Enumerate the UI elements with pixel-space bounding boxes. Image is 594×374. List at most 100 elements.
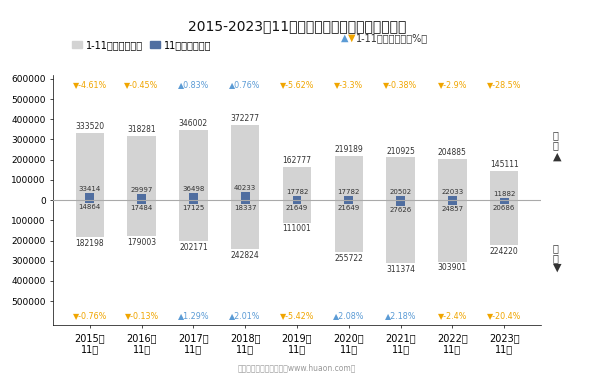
Text: ▼-3.3%: ▼-3.3% [334, 80, 364, 89]
Text: ▲2.01%: ▲2.01% [229, 311, 261, 320]
Text: ▼-28.5%: ▼-28.5% [487, 80, 522, 89]
Text: ▲0.76%: ▲0.76% [229, 80, 261, 89]
Bar [438, 159, 467, 200]
Bar [293, 200, 301, 205]
Text: ▲0.83%: ▲0.83% [178, 80, 209, 89]
Text: 29997: 29997 [131, 187, 153, 193]
Text: ▼-5.62%: ▼-5.62% [280, 80, 314, 89]
Text: ▼: ▼ [348, 33, 356, 43]
Text: 36498: 36498 [182, 186, 204, 192]
Bar [293, 196, 301, 200]
Bar [334, 200, 363, 252]
Bar [334, 156, 363, 200]
Bar [345, 196, 353, 200]
Legend: 1-11月（万美元）, 11月（万美元）: 1-11月（万美元）, 11月（万美元） [68, 36, 216, 53]
Bar [137, 194, 146, 200]
Text: 202171: 202171 [179, 243, 208, 252]
Bar [137, 200, 146, 203]
Bar [283, 167, 311, 200]
Text: ▼-20.4%: ▼-20.4% [487, 311, 522, 320]
Text: 14864: 14864 [79, 204, 101, 210]
Text: ▼-5.42%: ▼-5.42% [280, 311, 314, 320]
Text: 20502: 20502 [390, 189, 412, 195]
Bar [127, 136, 156, 200]
Text: ▼-0.76%: ▼-0.76% [72, 311, 107, 320]
Text: ▼-0.13%: ▼-0.13% [125, 311, 159, 320]
Text: 162777: 162777 [283, 156, 311, 165]
Bar [500, 198, 508, 200]
Text: 182198: 182198 [75, 239, 104, 248]
Text: 口: 口 [552, 253, 558, 263]
Bar [241, 192, 249, 200]
Text: 303901: 303901 [438, 263, 467, 272]
Text: 40233: 40233 [234, 185, 257, 191]
Bar [75, 133, 104, 200]
Text: ▼-0.38%: ▼-0.38% [384, 80, 418, 89]
Bar [448, 196, 457, 200]
Title: 2015-2023年11月漕河泾综合保税区进、出口额: 2015-2023年11月漕河泾综合保税区进、出口额 [188, 19, 406, 33]
Text: 24857: 24857 [441, 206, 463, 212]
Bar [86, 200, 94, 203]
Text: 333520: 333520 [75, 122, 105, 131]
Text: 口: 口 [552, 140, 558, 150]
Text: ▲2.18%: ▲2.18% [385, 311, 416, 320]
Text: 出: 出 [552, 130, 558, 140]
Text: 111001: 111001 [283, 224, 311, 233]
Text: ▲1.29%: ▲1.29% [178, 311, 209, 320]
Text: 372277: 372277 [230, 114, 260, 123]
Text: ▲: ▲ [552, 151, 561, 161]
Text: 11882: 11882 [493, 191, 516, 197]
Text: 255722: 255722 [334, 254, 363, 263]
Text: 318281: 318281 [127, 125, 156, 134]
Text: 17484: 17484 [131, 205, 153, 211]
Bar [490, 171, 519, 200]
Bar [241, 200, 249, 204]
Text: ▼-4.61%: ▼-4.61% [72, 80, 107, 89]
Text: 进: 进 [552, 243, 558, 253]
Bar [490, 200, 519, 245]
Text: 33414: 33414 [79, 186, 101, 192]
Text: 224220: 224220 [490, 247, 519, 256]
Text: ▼-2.9%: ▼-2.9% [438, 80, 467, 89]
Bar [438, 200, 467, 261]
Bar [179, 130, 208, 200]
Bar [86, 193, 94, 200]
Bar [231, 200, 260, 249]
Text: ▼-0.45%: ▼-0.45% [125, 80, 159, 89]
Text: 210925: 210925 [386, 147, 415, 156]
Text: 17782: 17782 [337, 190, 360, 196]
Bar [179, 200, 208, 241]
Bar [189, 200, 198, 203]
Text: 22033: 22033 [441, 188, 463, 194]
Bar [345, 200, 353, 205]
Bar [231, 125, 260, 200]
Text: 242824: 242824 [231, 251, 260, 260]
Bar [386, 157, 415, 200]
Text: 1-11月同比增速（%）: 1-11月同比增速（%） [356, 33, 428, 43]
Text: 21649: 21649 [286, 205, 308, 211]
Text: 18337: 18337 [234, 205, 257, 211]
Bar [75, 200, 104, 237]
Bar [396, 200, 405, 206]
Text: 311374: 311374 [386, 265, 415, 274]
Bar [396, 196, 405, 200]
Bar [127, 200, 156, 236]
Text: ▲2.08%: ▲2.08% [333, 311, 365, 320]
Text: 制图：华经产业研究院（www.huaon.com）: 制图：华经产业研究院（www.huaon.com） [238, 363, 356, 372]
Text: ▼: ▼ [552, 263, 561, 273]
Text: 179003: 179003 [127, 238, 156, 247]
Bar [283, 200, 311, 223]
Text: 21649: 21649 [337, 205, 360, 211]
Text: 17125: 17125 [182, 205, 204, 211]
Text: ▼-2.4%: ▼-2.4% [438, 311, 467, 320]
Bar [500, 200, 508, 204]
Text: 219189: 219189 [334, 145, 363, 154]
Text: 17782: 17782 [286, 190, 308, 196]
Text: 20686: 20686 [493, 205, 516, 211]
Text: 27626: 27626 [390, 207, 412, 213]
Text: 145111: 145111 [490, 160, 519, 169]
Text: ▲: ▲ [341, 33, 348, 43]
Bar [189, 193, 198, 200]
Text: 346002: 346002 [179, 119, 208, 128]
Bar [448, 200, 457, 205]
